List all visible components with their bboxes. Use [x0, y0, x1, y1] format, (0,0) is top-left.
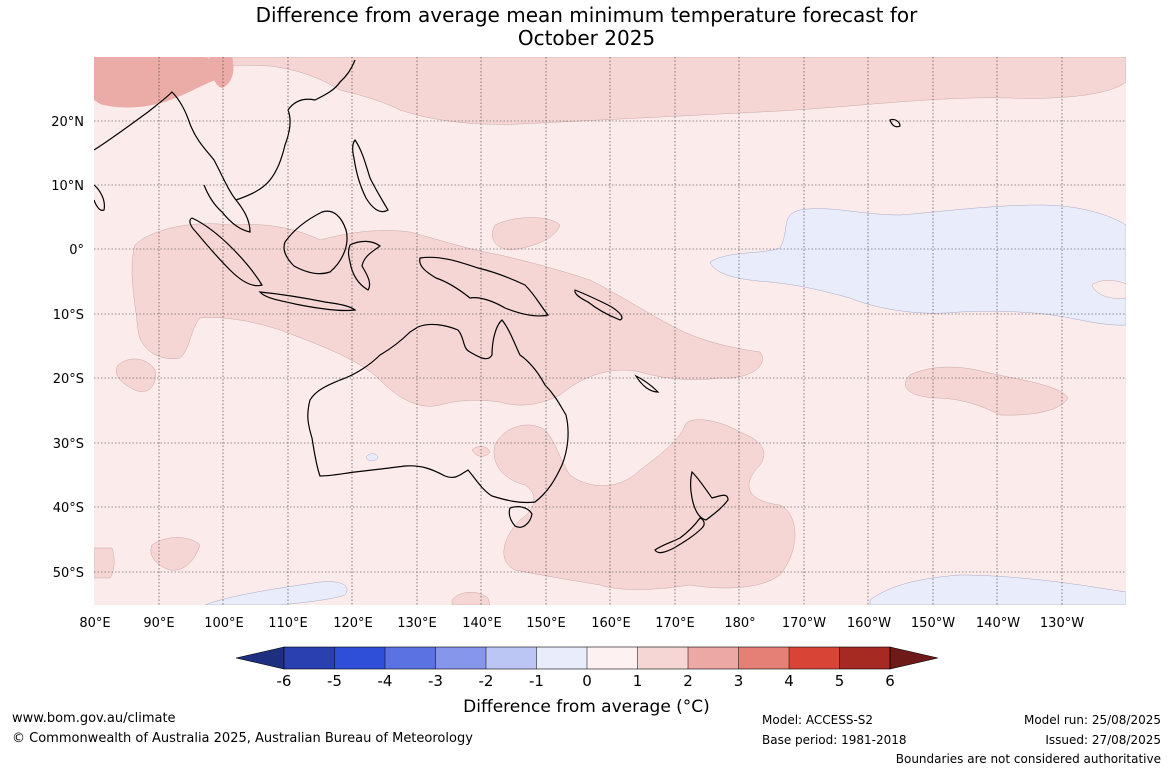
- lat-label: 0°: [69, 243, 84, 258]
- colorbar-tick: -6: [277, 672, 292, 690]
- colorbar-segment: [536, 647, 587, 669]
- lon-label: 170°E: [655, 616, 695, 631]
- lon-label: 130°W: [1040, 616, 1084, 631]
- lon-label: 140°W: [976, 616, 1020, 631]
- colorbar-segment: [637, 647, 688, 669]
- boundaries-disclaimer: Boundaries are not considered authoritat…: [895, 752, 1161, 766]
- warm-region-tasman: [493, 419, 796, 590]
- colorbar-tick: -1: [529, 672, 544, 690]
- model-run-date: Model run: 25/08/2025: [1023, 713, 1161, 727]
- java-coast: [258, 291, 357, 312]
- australia-coast: [307, 319, 569, 504]
- colorbar-high-extend: [889, 646, 939, 670]
- graticule: [94, 57, 1126, 605]
- colorbar-segment: [435, 647, 486, 669]
- website-link[interactable]: www.bom.gov.au/climate: [12, 711, 176, 726]
- lon-label: 180°: [724, 616, 755, 631]
- hawaii-coast: [889, 118, 901, 128]
- lon-label: 100°E: [204, 616, 244, 631]
- colorbar-segment: [587, 647, 638, 669]
- colorbar-tick: 5: [835, 672, 845, 690]
- model-name: Model: ACCESS-S2: [762, 713, 874, 727]
- warm-region-asia-dark: [94, 57, 221, 108]
- copyright-text: © Commonwealth of Australia 2025, Austra…: [12, 731, 473, 746]
- lon-label: 120°E: [333, 616, 373, 631]
- lon-label: 80°E: [79, 616, 110, 631]
- lon-label: 160°W: [847, 616, 891, 631]
- warm-region-asia-dark-2: [210, 57, 234, 88]
- warm-region-west-indian: [116, 358, 156, 392]
- lat-label: 40°S: [53, 501, 84, 516]
- lon-label: 130°E: [397, 616, 437, 631]
- lon-label: 170°W: [782, 616, 826, 631]
- lat-label: 30°S: [53, 437, 84, 452]
- warm-region-north: [94, 57, 1126, 125]
- lon-label: 90°E: [143, 616, 174, 631]
- philippines-coast: [352, 138, 389, 213]
- map-title-line2: October 2025: [517, 26, 656, 50]
- colorbar-tick: -3: [428, 672, 443, 690]
- colorbar-tick: 3: [734, 672, 744, 690]
- colorbar-segment: [738, 647, 789, 669]
- colorbar-segment: [688, 647, 739, 669]
- colorbar-segment: [284, 647, 335, 669]
- map-title-line1: Difference from average mean minimum tem…: [255, 3, 918, 27]
- lat-label: 20°N: [51, 115, 84, 130]
- new-caledonia-coast: [634, 374, 660, 393]
- colorbar-tick: -4: [378, 672, 393, 690]
- colorbar-segment: [385, 647, 436, 669]
- cool-region-east-pacific: [709, 204, 1126, 326]
- warm-region-maritime: [131, 223, 763, 407]
- colorbar-segment: [486, 647, 537, 669]
- colorbar-segment: [334, 647, 385, 669]
- colorbar-tick: 1: [633, 672, 643, 690]
- issued-date: Issued: 27/08/2025: [1045, 733, 1161, 747]
- coastlines: [94, 59, 901, 554]
- cool-region-southern-west: [204, 581, 348, 605]
- lat-label: 50°S: [53, 566, 84, 581]
- lon-label: 110°E: [268, 616, 308, 631]
- warm-region-bight: [451, 592, 491, 605]
- cool-region-inland: [365, 453, 379, 462]
- borneo-coast: [283, 210, 348, 275]
- solomon-coast: [574, 289, 623, 321]
- map-title: Difference from average mean minimum tem…: [0, 4, 1173, 50]
- colorbar-tick: -5: [327, 672, 342, 690]
- warm-region-south-west: [94, 547, 115, 579]
- colorbar-tick: -2: [479, 672, 494, 690]
- lat-label: 20°S: [53, 372, 84, 387]
- new-guinea-coast: [419, 256, 550, 317]
- colorbar-segment: [839, 647, 890, 669]
- lat-label: 10°S: [53, 308, 84, 323]
- lon-label: 150°W: [911, 616, 955, 631]
- warm-region-small: [471, 446, 491, 457]
- india-coast: [94, 184, 105, 211]
- longitude-labels: 80°E 90°E 100°E 110°E 120°E 130°E 140°E …: [79, 616, 1084, 631]
- lon-label: 140°E: [462, 616, 502, 631]
- base-period: Base period: 1981-2018: [762, 733, 907, 747]
- warm-region-south-indian: [150, 537, 201, 571]
- colorbar-low-extend: [235, 646, 285, 670]
- sumatra-coast: [189, 217, 263, 287]
- lon-label: 160°E: [591, 616, 631, 631]
- colorbar-tick: 4: [784, 672, 794, 690]
- colorbar-tick: 0: [582, 672, 592, 690]
- colorbar-ticks: -6 -5 -4 -3 -2 -1 0 1 2 3 4 5 6: [277, 672, 895, 690]
- colorbar-dividers: [334, 647, 840, 669]
- latitude-labels: 20°N 10°N 0° 10°S 20°S 30°S 40°S 50°S: [51, 115, 84, 581]
- colorbar-tick: 2: [683, 672, 693, 690]
- colorbar: -6 -5 -4 -3 -2 -1 0 1 2 3 4 5 6: [235, 646, 939, 690]
- colorbar-title: Difference from average (°C): [463, 697, 710, 717]
- nz-south-coast: [654, 517, 705, 554]
- sulawesi-coast: [347, 240, 382, 291]
- warm-patch-in-cool: [1091, 280, 1126, 299]
- warm-region-south-pacific: [905, 366, 1069, 416]
- colorbar-tick: 6: [885, 672, 895, 690]
- lon-label: 150°E: [526, 616, 566, 631]
- nz-north-coast: [689, 470, 729, 521]
- colorbar-segment: [789, 647, 840, 669]
- warm-region-equatorial: [492, 217, 561, 251]
- lat-label: 10°N: [51, 179, 84, 194]
